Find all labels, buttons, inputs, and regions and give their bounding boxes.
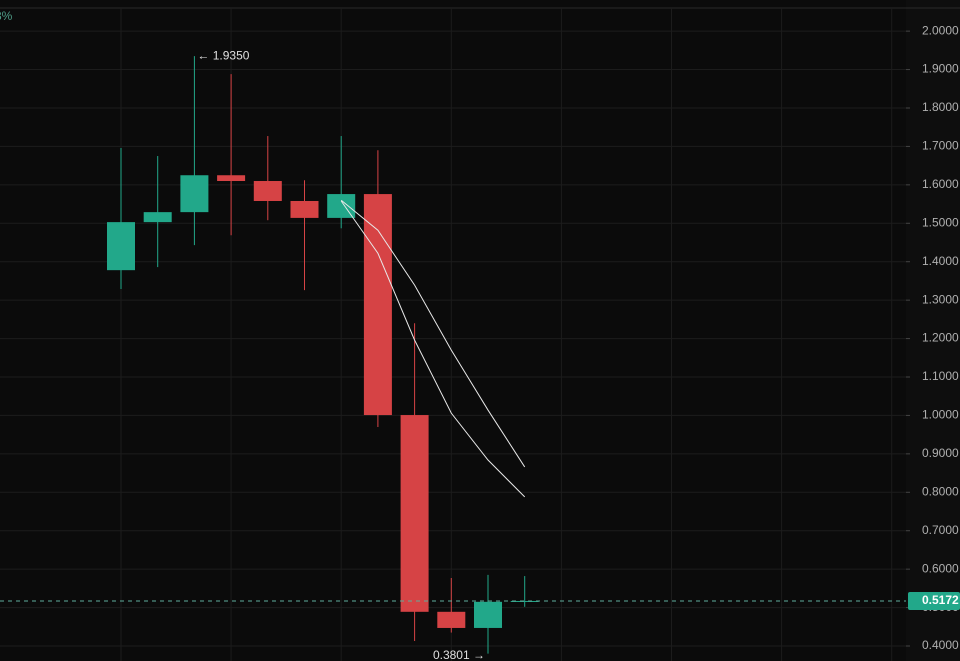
candle-body (290, 200, 319, 218)
y-tick-label: 0.7000 (922, 523, 959, 537)
candle-body (180, 175, 209, 213)
candle-body (474, 601, 502, 628)
y-tick-label: 1.5000 (922, 215, 959, 229)
y-tick-label: 1.1000 (922, 369, 959, 383)
y-tick-label: 1.9000 (922, 62, 959, 76)
candle-body (400, 415, 429, 612)
y-tick-label: 1.4000 (922, 254, 959, 268)
candle-body (253, 181, 282, 201)
candle-body (217, 175, 246, 182)
candle-body (510, 600, 539, 602)
y-tick-label: 1.8000 (922, 100, 959, 114)
current-price-box (908, 591, 960, 610)
corner-label: 3% (0, 9, 13, 23)
y-tick-label: 0.8000 (922, 484, 959, 498)
candle-body (437, 611, 466, 628)
moving-average-line (340, 199, 526, 468)
y-tick-label: 1.3000 (922, 292, 959, 306)
y-tick-label: 1.6000 (922, 177, 959, 191)
y-tick-label: 2.0000 (922, 23, 959, 37)
y-tick-label: 0.4000 (922, 638, 959, 652)
y-tick-label: 1.2000 (922, 331, 959, 345)
y-tick-label: 0.6000 (922, 561, 959, 575)
candle-body (363, 194, 392, 416)
low-annotation: 0.3801 → (433, 648, 485, 661)
candle-body (327, 194, 356, 218)
moving-average-line (340, 200, 526, 498)
current-price-label: 0.5172 (922, 593, 959, 607)
y-tick-label: 1.7000 (922, 139, 959, 153)
candle-body (107, 222, 135, 271)
price-axis (906, 0, 960, 661)
candle-body (143, 212, 172, 223)
y-tick-label: 1.0000 (922, 408, 959, 422)
high-annotation: ← 1.9350 (197, 48, 249, 62)
y-tick-label: 0.9000 (922, 446, 959, 460)
